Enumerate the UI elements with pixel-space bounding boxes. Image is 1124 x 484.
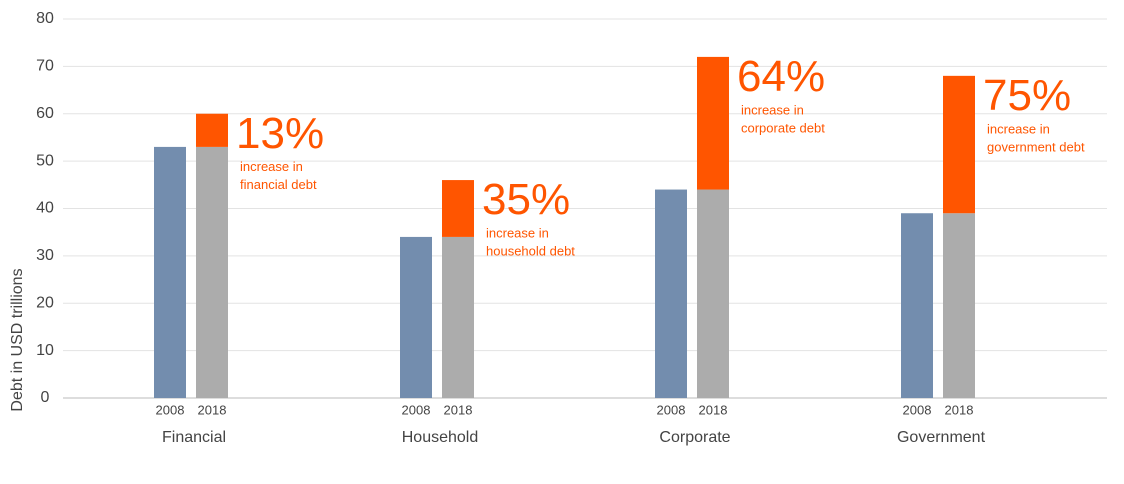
increase-percent: 35% xyxy=(482,175,570,224)
y-axis-label: Debt in USD trillions xyxy=(9,268,26,411)
increase-segment xyxy=(442,180,474,237)
increase-percent: 13% xyxy=(236,109,324,158)
y-tick-label: 20 xyxy=(36,294,54,311)
x-tick-label: Corporate xyxy=(659,429,730,446)
series-label: 2018 xyxy=(945,402,974,417)
increase-note: increase in xyxy=(987,121,1050,136)
increase-note: corporate debt xyxy=(741,120,825,135)
y-tick-label: 80 xyxy=(36,10,54,27)
series-label: 2008 xyxy=(657,402,686,417)
y-tick-label: 70 xyxy=(36,58,54,75)
increase-percent: 64% xyxy=(737,52,825,101)
bar xyxy=(196,146,228,398)
series-label: 2018 xyxy=(699,402,728,417)
series-label: 2008 xyxy=(903,402,932,417)
increase-note: increase in xyxy=(741,102,804,117)
series-label: 2018 xyxy=(198,402,227,417)
series-label: 2008 xyxy=(156,402,185,417)
increase-note: increase in xyxy=(486,226,549,241)
bar xyxy=(442,236,474,398)
increase-segment xyxy=(943,75,975,214)
y-tick-label: 30 xyxy=(36,247,54,264)
bar xyxy=(697,189,729,398)
increase-note: financial debt xyxy=(240,177,317,192)
y-tick-label: 40 xyxy=(36,200,54,217)
series-label: 2018 xyxy=(444,402,473,417)
increase-percent: 75% xyxy=(983,71,1071,120)
increase-note: household debt xyxy=(486,244,575,259)
bar xyxy=(943,213,975,398)
bar xyxy=(901,213,933,398)
increase-note: increase in xyxy=(240,159,303,174)
y-tick-label: 0 xyxy=(41,389,50,406)
increase-note: government debt xyxy=(987,139,1085,154)
series-label: 2008 xyxy=(402,402,431,417)
x-tick-label: Financial xyxy=(162,429,226,446)
increase-segment xyxy=(196,113,228,147)
y-tick-label: 60 xyxy=(36,105,54,122)
bar xyxy=(400,236,432,398)
increase-segment xyxy=(697,56,729,190)
bar xyxy=(154,146,186,398)
y-tick-label: 10 xyxy=(36,342,54,359)
bar xyxy=(655,189,687,398)
y-tick-label: 50 xyxy=(36,152,54,169)
x-tick-label: Government xyxy=(897,429,986,446)
x-tick-label: Household xyxy=(402,429,479,446)
